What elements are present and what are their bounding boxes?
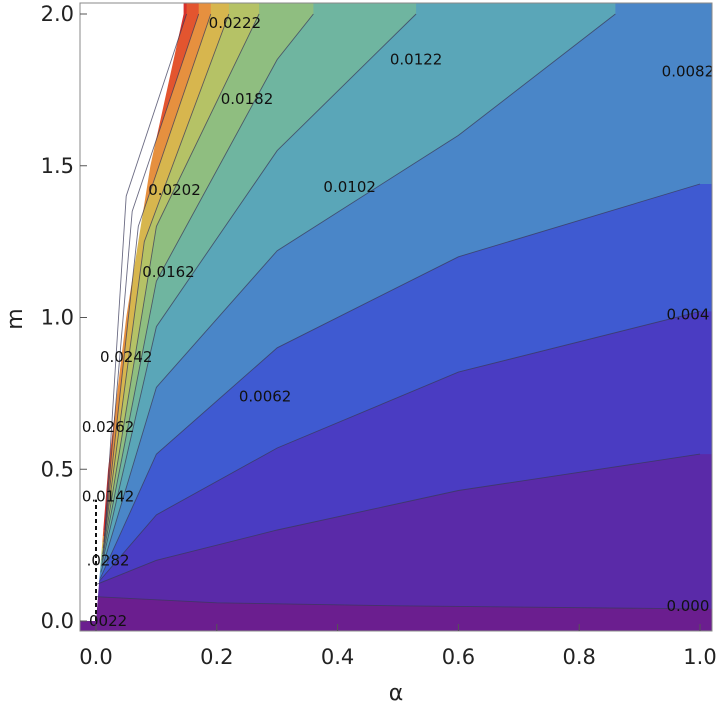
x-axis-label: α	[389, 681, 404, 706]
contour-value-label: 0.0222	[209, 14, 262, 32]
contour-value-label: .0282	[87, 551, 130, 569]
contour-lines	[95, 13, 701, 621]
x-tick-label: 0.2	[200, 645, 233, 669]
x-tick-label: 0.0	[79, 645, 112, 669]
contour-value-label: 0.0202	[148, 181, 201, 199]
contour-value-label: 0.0102	[323, 178, 376, 196]
contour-line	[99, 183, 701, 579]
contour-value-label: 0.0122	[390, 51, 443, 69]
x-tick-label: 1.0	[683, 645, 716, 669]
contour-line	[98, 310, 701, 582]
y-tick-label: 0.0	[41, 609, 74, 633]
y-tick-label: 2.0	[41, 2, 74, 26]
x-tick-label: 0.4	[321, 645, 354, 669]
contour-value-label: 0022	[89, 612, 127, 630]
contour-value-label: 0.0242	[100, 348, 153, 366]
contour-line	[104, 13, 188, 531]
contour-value-label: 0.0082	[662, 63, 715, 81]
x-tick-label: 0.8	[562, 645, 595, 669]
contour-value-label: 0.000	[666, 597, 709, 615]
contour-line	[102, 13, 260, 555]
excluded-region	[80, 3, 184, 621]
contour-line	[102, 13, 230, 549]
contour-value-label: 0.0162	[142, 263, 195, 281]
contour-bands	[80, 3, 712, 631]
contour-line	[104, 13, 200, 537]
contour-value-label: 0.0262	[82, 418, 135, 436]
contour-value-label: 0.0062	[239, 387, 292, 405]
contour-value-label: 0.0142	[82, 488, 135, 506]
y-tick-label: 0.5	[41, 457, 74, 481]
contour-line	[95, 453, 701, 586]
contour-value-label: 0.004	[666, 305, 709, 323]
y-tick-label: 1.0	[41, 306, 74, 330]
y-axis-label: m	[3, 308, 28, 329]
x-tick-label: 0.6	[442, 645, 475, 669]
y-tick-label: 1.5	[41, 154, 74, 178]
contour-line	[95, 596, 701, 610]
y-axis-ticks: 0.0 0.5 1.0 1.5 2.0	[41, 2, 87, 633]
x-axis-ticks: 0.0 0.2 0.4 0.6 0.8 1.0	[79, 624, 717, 669]
contour-line	[100, 13, 616, 573]
contour-line	[100, 13, 417, 567]
contour-value-label: 0.0182	[221, 90, 274, 108]
contour-line	[101, 13, 314, 561]
contour-labels: 0.0222 0.0122 0.0082 0.0182 0.0202 0.0102 0.01…	[82, 14, 715, 630]
contour-line	[103, 13, 212, 543]
